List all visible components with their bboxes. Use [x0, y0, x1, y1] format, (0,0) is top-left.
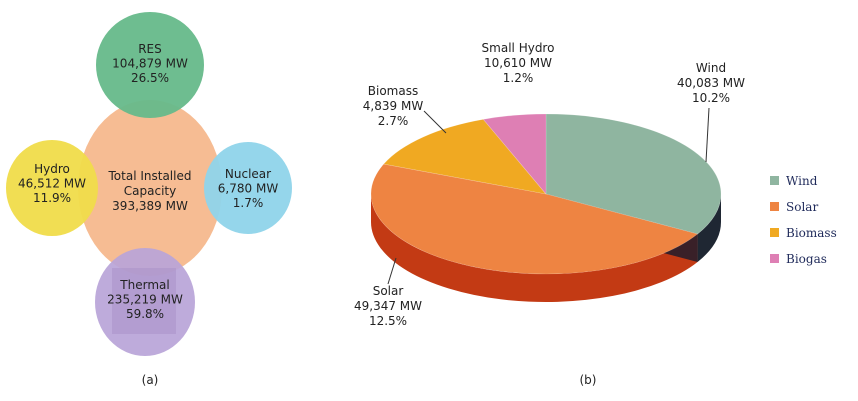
caption-b: (b): [580, 373, 597, 387]
nuclear-label-line-1: Nuclear: [225, 167, 271, 181]
legend-swatch-biomass: [770, 228, 779, 237]
caption-a: (a): [142, 373, 159, 387]
slice-wind: [545, 113, 722, 235]
thermal-label-line-3: 59.8%: [126, 307, 164, 321]
total-capacity-ellipse: [78, 100, 222, 276]
legend-swatch-biogas: [770, 254, 779, 263]
leader-line-biomass: [423, 110, 447, 134]
slice-label-solar-line-3: 12.5%: [369, 314, 407, 328]
legend-label-solar: Solar: [786, 200, 818, 214]
legend-label-biomass: Biomass: [786, 226, 837, 240]
slice-label-solar-line-2: 49,347 MW: [354, 299, 422, 313]
legend-label-wind: Wind: [786, 174, 818, 188]
legend-swatch-solar: [770, 202, 779, 211]
legend-swatch-wind: [770, 176, 779, 185]
center-label-line-1: Total Installed: [108, 169, 192, 183]
slice-solar: [370, 163, 699, 275]
slice-small-hydro: [482, 113, 547, 195]
hydro-label-line-1: Hydro: [34, 162, 70, 176]
legend: Wind Solar Biomass Biogas: [770, 174, 837, 266]
slice-label-small-hydro-line-2: 10,610 MW: [484, 56, 552, 70]
slice-label-wind-line-1: Wind: [696, 61, 726, 75]
thermal-label-line-1: Thermal: [119, 278, 169, 292]
res-label-line-1: RES: [138, 42, 162, 56]
res-label-line-3: 26.5%: [131, 71, 169, 85]
slice-side-solar: [371, 194, 698, 302]
res-label-line-2: 104,879 MW: [112, 57, 188, 71]
thermal-label-line-2: 235,219 MW: [107, 293, 183, 307]
center-label-line-3: 393,389 MW: [112, 199, 188, 213]
hydro-label-line-3: 11.9%: [33, 191, 71, 205]
slice-biomass: [383, 118, 547, 195]
nuclear-ellipse: [204, 142, 292, 234]
leader-line-wind: [705, 107, 710, 163]
slice-label-biomass-line-2: 4,839 MW: [363, 99, 424, 113]
slice-label-biomass-line-1: Biomass: [368, 84, 418, 98]
nuclear-label-line-3: 1.7%: [233, 196, 264, 210]
hydro-ellipse: [6, 140, 98, 236]
thermal-overlap-region: [112, 268, 176, 334]
hydro-label-line-2: 46,512 MW: [18, 177, 86, 191]
slice-label-small-hydro-line-3: 1.2%: [503, 71, 534, 85]
slice-side-wind: [697, 194, 721, 262]
slice-label-biomass-line-3: 2.7%: [378, 114, 409, 128]
res-ellipse: [96, 12, 204, 118]
slice-label-wind-line-2: 40,083 MW: [677, 76, 745, 90]
slice-label-small-hydro-line-1: Small Hydro: [482, 41, 555, 55]
nuclear-label-line-2: 6,780 MW: [218, 182, 279, 196]
legend-label-biogas: Biogas: [786, 252, 827, 266]
leader-line-solar: [387, 257, 397, 285]
center-label-line-2: Capacity: [124, 184, 176, 198]
slice-label-solar-line-1: Solar: [373, 284, 404, 298]
slice-label-wind-line-3: 10.2%: [692, 91, 730, 105]
